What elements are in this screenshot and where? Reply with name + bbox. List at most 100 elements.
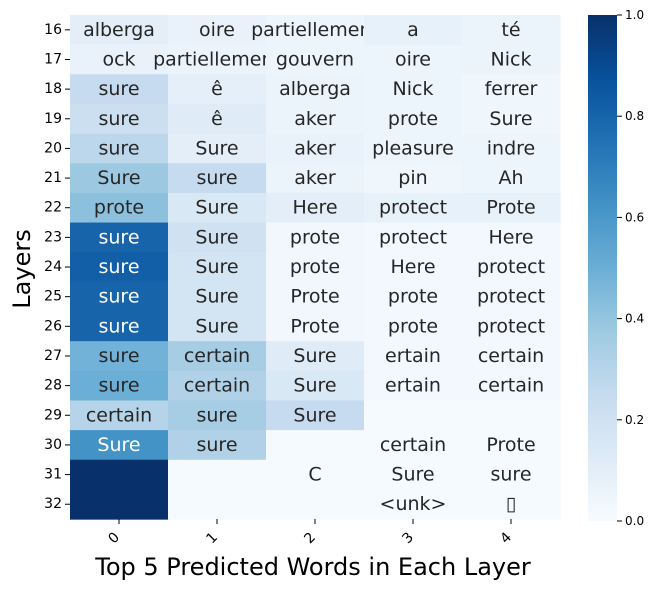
y-tick-label: 23	[44, 229, 62, 245]
y-tick-label: 17	[44, 51, 62, 67]
heatmap-cell	[462, 281, 561, 313]
heatmap-cells: alberga oire partiellement a té ock partiellem…	[70, 15, 561, 520]
heatmap-cell-label: partiellement	[153, 48, 281, 70]
y-tick-label: 19	[44, 111, 62, 127]
heatmap-cell	[462, 341, 561, 372]
heatmap-cell-label: alberga	[279, 78, 351, 100]
heatmap-cell	[364, 74, 463, 105]
heatmap-cell-label: sure	[98, 315, 139, 337]
heatmap-cell	[364, 192, 463, 224]
heatmap-cell-label: sure	[196, 434, 237, 456]
heatmap-cell	[462, 133, 561, 164]
heatmap-cell	[168, 370, 267, 402]
heatmap-cell-label: Here	[488, 226, 533, 248]
heatmap-cell-label: sure	[98, 256, 139, 278]
heatmap-cell-label: Sure	[293, 375, 336, 397]
heatmap-cell-label: sure	[98, 286, 139, 308]
heatmap-cell	[168, 281, 267, 313]
heatmap-cell-label: Sure	[195, 226, 238, 248]
heatmap-cell	[266, 400, 365, 431]
heatmap-cell-label: prote	[388, 315, 438, 337]
heatmap-cell	[70, 74, 169, 105]
heatmap-cell-label: oire	[395, 48, 431, 70]
heatmap-cell	[364, 281, 463, 313]
heatmap-cell	[168, 489, 267, 520]
heatmap-cell-label: ertain	[385, 345, 441, 367]
heatmap-cell-label: ê	[211, 78, 223, 100]
heatmap-cell-label: Prote	[486, 434, 535, 456]
y-tick-label: 28	[44, 378, 62, 394]
heatmap-cell	[266, 15, 365, 46]
heatmap-cell	[364, 163, 463, 194]
heatmap-cell-label: protect	[477, 256, 545, 278]
y-tick-label: 24	[44, 259, 62, 275]
heatmap-cell-label: Sure	[97, 434, 140, 456]
heatmap-cell	[70, 311, 169, 342]
heatmap-cell	[462, 103, 561, 135]
heatmap-cell-label: certain	[380, 434, 446, 456]
heatmap-cell-label: té	[501, 19, 520, 41]
heatmap-cell-label: sure	[98, 345, 139, 367]
heatmap-cell	[266, 459, 365, 490]
heatmap-cell-label: Sure	[195, 137, 238, 159]
colorbar	[588, 15, 617, 521]
heatmap-cell-label: prote	[388, 108, 438, 130]
heatmap-cell-label: Sure	[195, 256, 238, 278]
heatmap-cell	[266, 44, 365, 75]
heatmap-cell	[266, 133, 365, 164]
heatmap-cell-label: protect	[477, 286, 545, 308]
heatmap-cell-label: ertain	[385, 375, 441, 397]
heatmap-cell-label: ê	[211, 108, 223, 130]
heatmap-cell-label: aker	[294, 137, 336, 159]
heatmap-cell	[462, 222, 561, 253]
x-axis-ticks: 0 1 2 3 4	[105, 519, 515, 547]
heatmap-cell	[364, 400, 463, 431]
heatmap-cell-label: sure	[98, 375, 139, 397]
heatmap-cell-label: Nick	[491, 48, 532, 70]
heatmap-cell-label: sure	[196, 167, 237, 189]
colorbar-ticks: 0.0 0.2 0.4 0.6 0.8 1.0	[617, 8, 644, 528]
heatmap-cell-label: prote	[290, 226, 340, 248]
heatmap-cell	[364, 103, 463, 135]
colorbar-tick-label: 0.0	[625, 514, 644, 528]
heatmap-cell	[364, 459, 463, 490]
heatmap-cell-label: <unk>	[380, 493, 447, 515]
heatmap-cell-label: certain	[184, 345, 250, 367]
heatmap-cell-label: sure	[196, 404, 237, 426]
heatmap-cell-label: gouvern	[276, 48, 354, 70]
heatmap-cell-label: ▯	[506, 493, 516, 515]
heatmap-cell-label: Sure	[97, 167, 140, 189]
heatmap-cell-label: protect	[379, 197, 447, 219]
x-tick-label: 4	[497, 529, 515, 547]
heatmap-cell	[168, 15, 267, 46]
heatmap-cell	[462, 192, 561, 224]
heatmap-cell-label: pleasure	[372, 137, 454, 159]
y-tick-label: 25	[44, 289, 62, 305]
heatmap-cell	[168, 163, 267, 194]
heatmap-cell	[70, 281, 169, 313]
heatmap-cell	[70, 370, 169, 402]
colorbar-tick-label: 0.6	[625, 210, 644, 224]
heatmap-cell	[266, 311, 365, 342]
heatmap-cell-label: certain	[184, 375, 250, 397]
heatmap-cell-label: Sure	[195, 286, 238, 308]
heatmap-cell-label: a	[407, 19, 419, 41]
heatmap-cell	[462, 252, 561, 283]
heatmap-cell-label: aker	[294, 167, 336, 189]
heatmap-cell	[266, 430, 365, 461]
y-tick-label: 16	[44, 22, 62, 38]
heatmap-cell	[168, 44, 267, 75]
heatmap-cell	[70, 222, 169, 253]
heatmap-cell	[462, 430, 561, 461]
heatmap-cell	[168, 74, 267, 105]
heatmap-cell	[364, 341, 463, 372]
heatmap-cell	[70, 133, 169, 164]
heatmap-cell	[364, 311, 463, 342]
colorbar-tick-label: 0.8	[625, 109, 644, 123]
x-axis-label: Top 5 Predicted Words in Each Layer	[94, 553, 531, 581]
heatmap-cell-label: sure	[98, 226, 139, 248]
heatmap-cell	[70, 341, 169, 372]
heatmap-cell	[168, 133, 267, 164]
heatmap-cell-label: certain	[478, 345, 544, 367]
heatmap-cell-label: certain	[478, 375, 544, 397]
